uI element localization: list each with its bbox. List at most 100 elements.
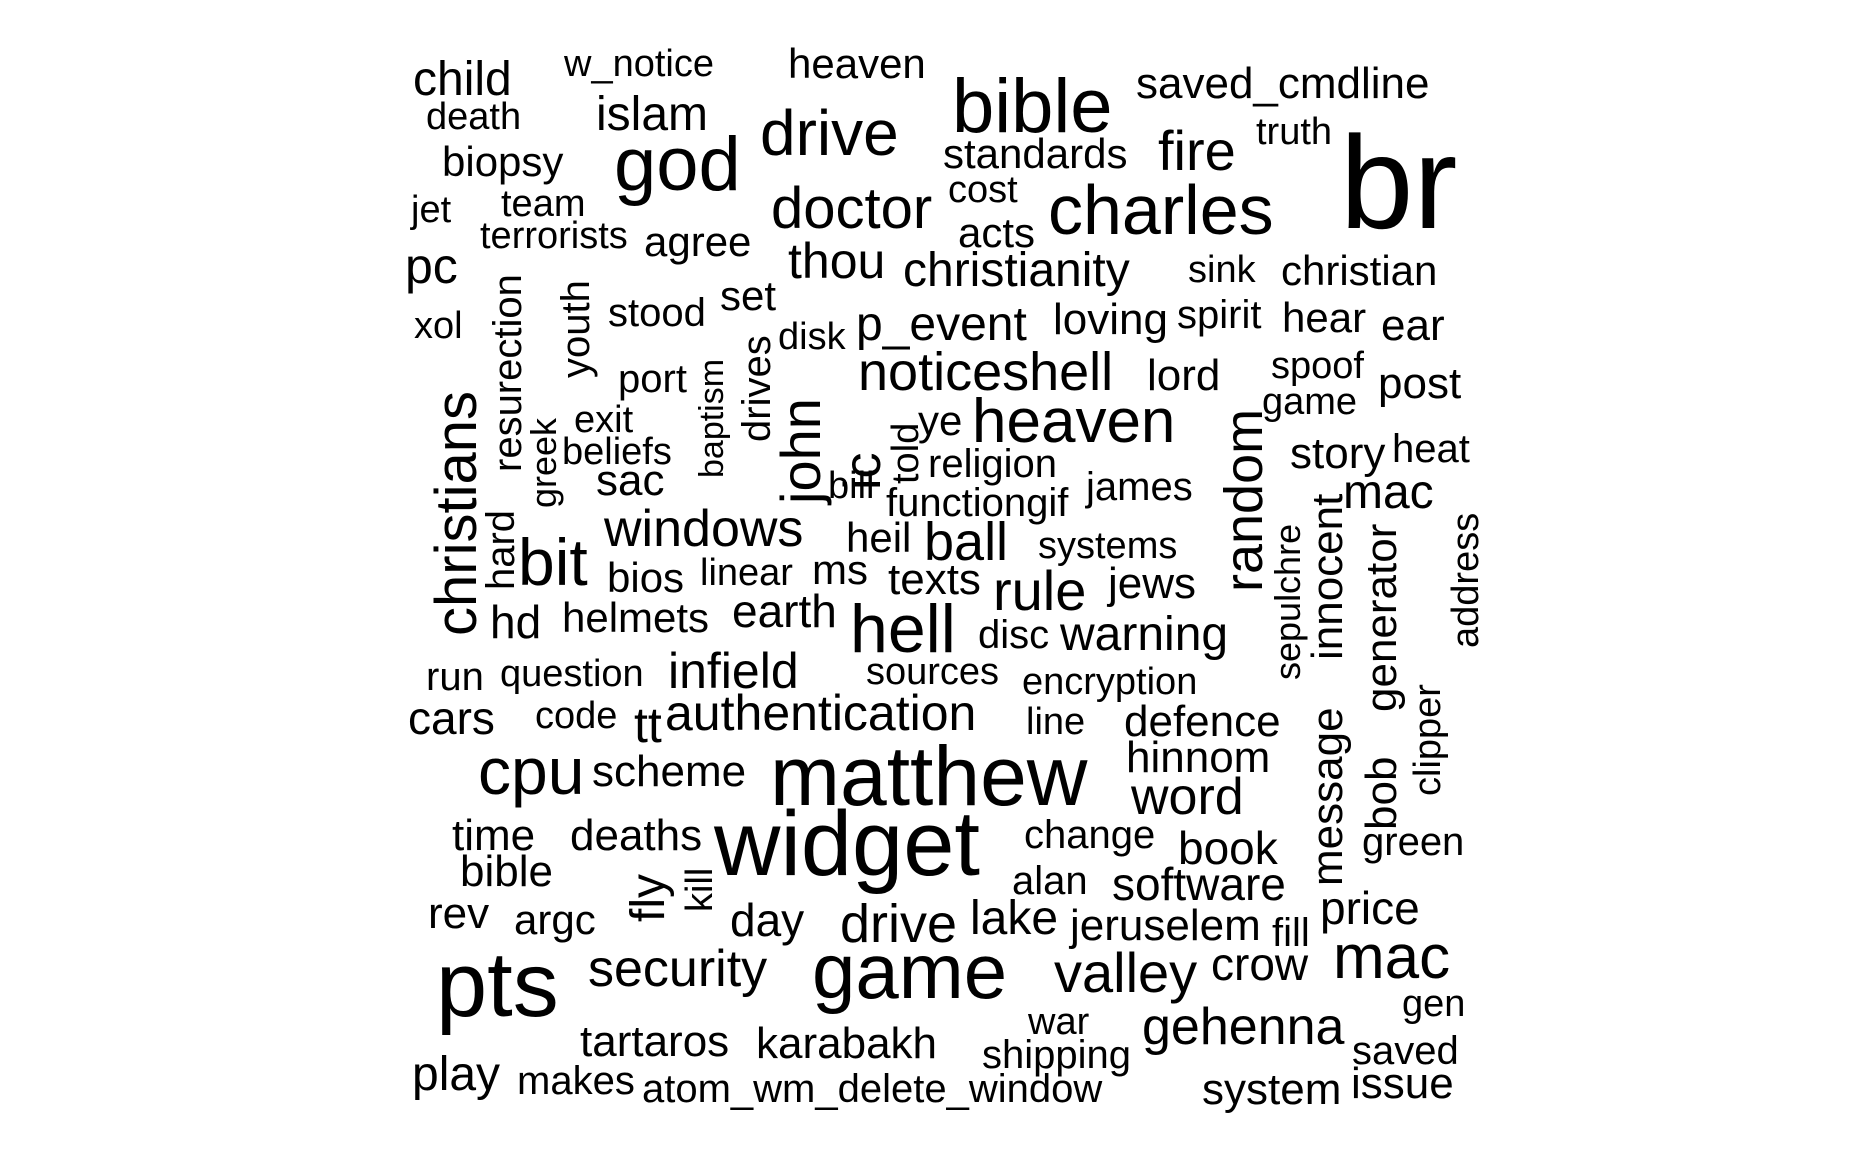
word-innocent: innocent	[1303, 494, 1352, 660]
word-price: price	[1320, 882, 1420, 934]
word-christian: christian	[1281, 247, 1437, 294]
word-christianity: christianity	[903, 244, 1130, 297]
word-br: br	[1340, 109, 1457, 256]
word-god: god	[614, 122, 741, 207]
word-crow: crow	[1211, 938, 1309, 990]
word-message: message	[1303, 707, 1352, 886]
word-widget: widget	[713, 793, 980, 895]
word-james: james	[1085, 465, 1193, 509]
word-spoof: spoof	[1271, 345, 1364, 387]
word-standards: standards	[943, 130, 1127, 177]
word-lake: lake	[970, 892, 1058, 945]
word-bible-2: bible	[460, 847, 553, 896]
word-ic: ic	[834, 452, 892, 490]
word-loving: loving	[1053, 295, 1168, 344]
word-mac-2: mac	[1333, 923, 1450, 992]
word-spirit: spirit	[1177, 293, 1261, 337]
word-address: address	[1445, 513, 1487, 648]
word-w-notice: w_notice	[563, 43, 714, 85]
word-bios: bios	[607, 554, 684, 601]
word-bob: bob	[1357, 757, 1406, 830]
word-authentication: authentication	[665, 685, 976, 741]
word-charles: charles	[1048, 171, 1274, 249]
word-thou: thou	[788, 233, 885, 289]
word-islam: islam	[596, 88, 708, 141]
word-word: word	[1130, 768, 1244, 826]
word-tartaros: tartaros	[580, 1017, 729, 1066]
word-drive: drive	[760, 97, 899, 169]
word-story: story	[1290, 429, 1385, 478]
word-line: line	[1026, 701, 1085, 743]
word-saved: saved	[1352, 1029, 1459, 1073]
word-biopsy: biopsy	[442, 138, 563, 185]
word-rev: rev	[428, 889, 489, 938]
word-baptism: baptism	[693, 359, 731, 478]
word-child: child	[413, 53, 512, 106]
word-rule: rule	[993, 559, 1086, 622]
word-sepulchre: sepulchre	[1267, 524, 1308, 680]
word-port: port	[618, 357, 687, 401]
word-atom-wm-delete-window: atom_wm_delete_window	[642, 1067, 1102, 1111]
word-software: software	[1112, 858, 1286, 910]
word-stood: stood	[608, 291, 706, 335]
word-hard: hard	[479, 510, 523, 590]
word-war: war	[1027, 1001, 1090, 1043]
word-fill: fill	[1272, 911, 1310, 955]
word-jews: jews	[1106, 559, 1196, 608]
word-sources: sources	[866, 651, 999, 693]
word-christians: christians	[424, 391, 489, 636]
word-jeruselem: jeruselem	[1068, 901, 1261, 950]
word-valley: valley	[1054, 941, 1197, 1004]
word-warning: warning	[1059, 608, 1228, 661]
word-gehenna: gehenna	[1142, 998, 1345, 1056]
word-day: day	[730, 894, 804, 946]
word-systems: systems	[1038, 525, 1177, 567]
word-saved-cmdline: saved_cmdline	[1136, 59, 1430, 108]
word-agree: agree	[644, 218, 751, 265]
word-scheme: scheme	[592, 747, 746, 796]
word-clipper: clipper	[1407, 684, 1449, 796]
word-defence: defence	[1124, 697, 1281, 746]
word-game-2: game	[812, 927, 1007, 1015]
word-heaven: heaven	[788, 40, 926, 87]
word-death: death	[426, 96, 521, 138]
word-earth: earth	[732, 585, 837, 637]
word-lord: lord	[1147, 351, 1220, 400]
word-texts: texts	[888, 555, 981, 604]
word-cost: cost	[948, 169, 1018, 211]
word-windows: windows	[603, 500, 803, 558]
word-game-1: game	[1262, 381, 1357, 423]
word-terrorists: terrorists	[480, 215, 628, 257]
word-karabakh: karabakh	[756, 1019, 937, 1068]
word-exit: exit	[574, 399, 634, 441]
word-heaven-2: heaven	[972, 387, 1175, 456]
word-play: play	[412, 1048, 500, 1101]
word-fire: fire	[1158, 119, 1236, 182]
word-green: green	[1362, 820, 1464, 864]
word-ear: ear	[1381, 301, 1445, 350]
word-doctor: doctor	[771, 176, 932, 241]
word-random: random	[1214, 409, 1274, 592]
word-fly: fly	[622, 874, 675, 922]
word-bit: bit	[518, 525, 588, 599]
word-hell: hell	[850, 591, 956, 667]
word-sink: sink	[1188, 249, 1257, 291]
word-jet: jet	[410, 189, 452, 231]
word-cpu: cpu	[478, 734, 584, 808]
word-mac-1: mac	[1343, 466, 1434, 519]
word-pts: pts	[436, 934, 559, 1036]
word-told: told	[885, 423, 927, 484]
word-functiongif: functiongif	[886, 481, 1069, 525]
word-cars: cars	[408, 692, 495, 744]
word-set: set	[720, 272, 776, 319]
word-kill: kill	[679, 868, 721, 912]
word-alan: alan	[1012, 859, 1088, 903]
word-drives: drives	[735, 335, 779, 442]
word-tt: tt	[634, 697, 662, 753]
word-disk: disk	[778, 316, 847, 358]
word-infield: infield	[668, 643, 799, 699]
word-security: security	[588, 940, 767, 998]
word-time: time	[452, 811, 535, 860]
